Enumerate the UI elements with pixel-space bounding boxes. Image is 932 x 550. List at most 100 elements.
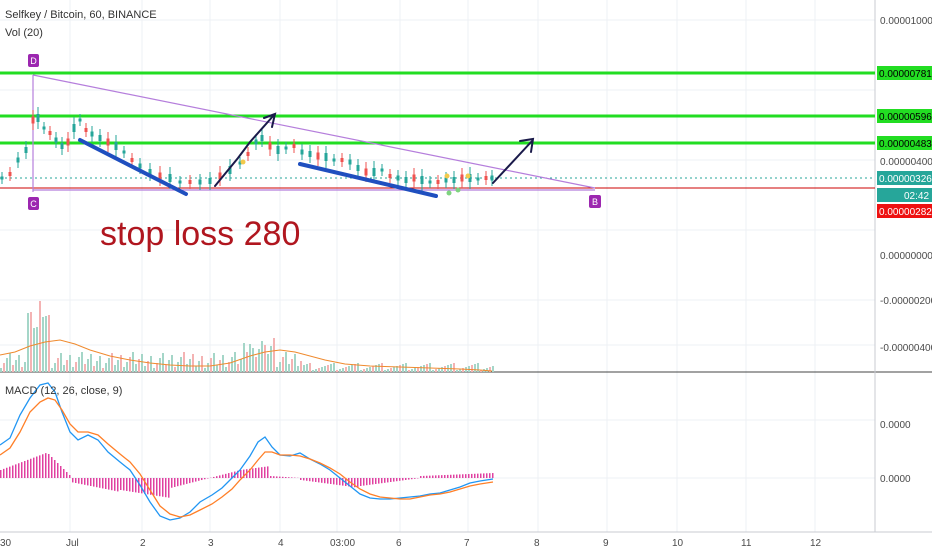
candle-body <box>238 161 242 165</box>
histogram-bar <box>438 475 440 478</box>
histogram-bar <box>237 470 239 478</box>
histogram-bar <box>312 478 314 482</box>
price-tag-bg <box>877 171 932 185</box>
time-tick: 11 <box>741 538 752 549</box>
volume-bar <box>6 358 8 372</box>
volume-bar <box>240 359 242 372</box>
candle-body <box>300 149 304 155</box>
histogram-bar <box>465 474 467 478</box>
macd-indicator-label[interactable]: MACD (12, 26, close, 9) <box>5 385 123 397</box>
volume-bar <box>306 364 308 372</box>
histogram-bar <box>156 478 158 496</box>
candle-body <box>396 175 400 181</box>
price-tick: -0.00000400 <box>880 343 932 354</box>
price-tag-label: 0.00000596 <box>879 112 932 123</box>
time-tick: 03:00 <box>330 538 355 549</box>
histogram-bar <box>105 478 107 489</box>
histogram-bar <box>462 474 464 478</box>
volume-bar <box>105 363 107 372</box>
volume-bar <box>69 355 71 372</box>
histogram-bar <box>78 478 80 484</box>
histogram-bar <box>141 478 143 494</box>
volume-bar <box>477 363 479 372</box>
volume-bar <box>174 367 176 372</box>
histogram-bar <box>393 478 395 482</box>
histogram-bar <box>273 476 275 478</box>
volume-bar <box>360 370 362 372</box>
grid <box>0 0 875 532</box>
volume-bar <box>489 367 491 372</box>
point-b-marker[interactable]: B <box>589 195 601 208</box>
candle-body <box>324 153 328 161</box>
histogram-bar <box>285 477 287 478</box>
volume-bar <box>366 368 368 372</box>
volume-bar <box>24 362 26 372</box>
histogram-bar <box>57 463 59 478</box>
histogram-bar <box>60 466 62 478</box>
volume-bar <box>333 363 335 372</box>
histogram-bar <box>165 478 167 498</box>
histogram-bar <box>93 478 95 487</box>
candle-body <box>158 172 162 180</box>
histogram-bar <box>150 478 152 495</box>
histogram-bar <box>456 474 458 478</box>
volume-ma-line <box>0 339 493 372</box>
candle-body <box>78 118 82 122</box>
histogram-bar <box>309 478 311 482</box>
histogram-bar <box>384 478 386 483</box>
point-d-marker[interactable]: D <box>28 54 39 67</box>
candle-body <box>31 116 35 124</box>
volume-bar <box>45 316 47 372</box>
histogram-bar <box>162 478 164 497</box>
histogram-bar <box>30 458 32 478</box>
triangle-pattern[interactable] <box>32 74 596 192</box>
histogram-bar <box>255 468 257 478</box>
histogram-bar <box>42 454 44 478</box>
volume-bar <box>342 368 344 372</box>
price-axis[interactable]: 0.00001000 0.00000400 0.00000000 -0.0000020… <box>880 16 932 354</box>
candle-body <box>218 172 222 180</box>
volume-bar <box>459 369 461 372</box>
volume-bar <box>315 369 317 372</box>
volume-bar <box>462 368 464 372</box>
volume-bar <box>402 364 404 372</box>
histogram-bar <box>171 478 173 488</box>
volume-indicator-label[interactable]: Vol (20) <box>5 27 43 39</box>
time-tick: 8 <box>534 538 540 549</box>
histogram-bar <box>240 470 242 478</box>
histogram-bar <box>351 478 353 487</box>
histogram-bar <box>75 478 77 483</box>
volume-bar <box>84 364 86 372</box>
volume-bar <box>102 368 104 372</box>
volume-bar <box>348 366 350 372</box>
histogram-bar <box>66 472 68 478</box>
volume-bar <box>141 354 143 372</box>
histogram-bar <box>327 478 329 484</box>
time-axis[interactable]: 30 Jul 2 3 4 03:00 6 7 8 9 10 11 12 <box>0 538 822 549</box>
histogram-bar <box>390 478 392 482</box>
volume-bar <box>435 369 437 372</box>
macd-axis[interactable]: 0.0000 0.0000 <box>880 420 911 485</box>
histogram-bar <box>354 478 356 488</box>
projection-arrows[interactable] <box>214 112 535 187</box>
trend-lines[interactable] <box>78 138 438 198</box>
histogram-bar <box>300 478 302 480</box>
histogram-bar <box>3 468 5 478</box>
stop-loss-annotation[interactable]: stop loss 280 <box>100 215 300 253</box>
histogram-bar <box>123 478 125 491</box>
histogram-bar <box>0 470 2 478</box>
histogram-bar <box>45 453 47 478</box>
volume-bar <box>246 352 248 372</box>
candle-body <box>460 174 464 182</box>
volume-bar <box>87 359 89 372</box>
volume-bar <box>201 356 203 372</box>
histogram-bar <box>84 478 86 485</box>
volume-bar <box>408 370 410 372</box>
histogram-bar <box>120 478 122 490</box>
histogram-bar <box>315 478 317 482</box>
volume-bar <box>42 317 44 372</box>
histogram-bar <box>444 475 446 478</box>
histogram-bar <box>153 478 155 496</box>
point-c-marker[interactable]: C <box>28 197 39 210</box>
